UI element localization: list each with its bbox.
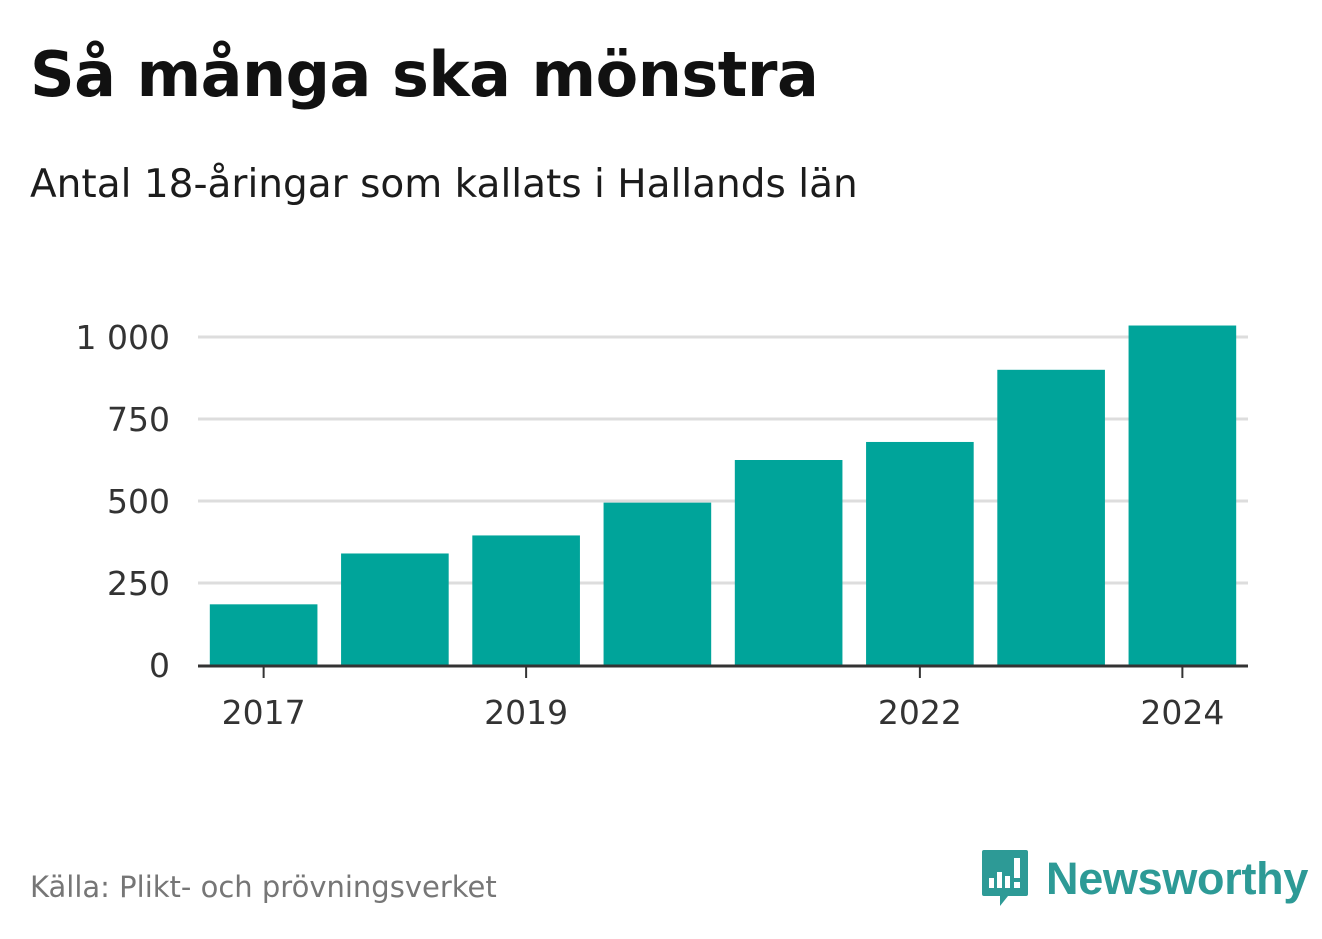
y-tick-label: 750 — [107, 400, 170, 439]
y-tick-label: 1 000 — [76, 318, 170, 357]
brand-name: Newsworthy — [1046, 853, 1309, 904]
y-tick-label: 500 — [107, 482, 170, 521]
x-tick-label: 2022 — [878, 693, 962, 732]
bar-2022 — [866, 441, 974, 665]
chart-subtitle: Antal 18-åringar som kallats i Hallands … — [30, 162, 858, 207]
chart-title: Så många ska mönstra — [30, 38, 819, 111]
source-note: Källa: Plikt- och prövningsverket — [30, 870, 497, 904]
newsworthy-logo-icon — [982, 850, 1028, 906]
bar-2019 — [472, 535, 580, 665]
x-tick-label: 2024 — [1140, 693, 1224, 732]
bar-2023 — [997, 369, 1105, 665]
bar-2021 — [734, 460, 843, 665]
y-tick-label: 250 — [107, 564, 170, 603]
bar-2024 — [1128, 325, 1237, 665]
x-tick-label: 2017 — [222, 693, 306, 732]
x-axis-labels: 2017 2019 2022 2024 — [222, 693, 1225, 732]
bars — [209, 325, 1237, 665]
x-tick-label: 2019 — [484, 693, 568, 732]
bar-2020 — [603, 502, 712, 665]
x-axis — [198, 664, 1248, 678]
y-axis-labels: 0 250 500 750 1 000 — [76, 318, 170, 685]
y-tick-label: 0 — [149, 646, 170, 685]
bar-2017 — [209, 604, 318, 665]
bar-2018 — [341, 553, 449, 665]
brand-logo: Newsworthy — [980, 848, 1308, 910]
